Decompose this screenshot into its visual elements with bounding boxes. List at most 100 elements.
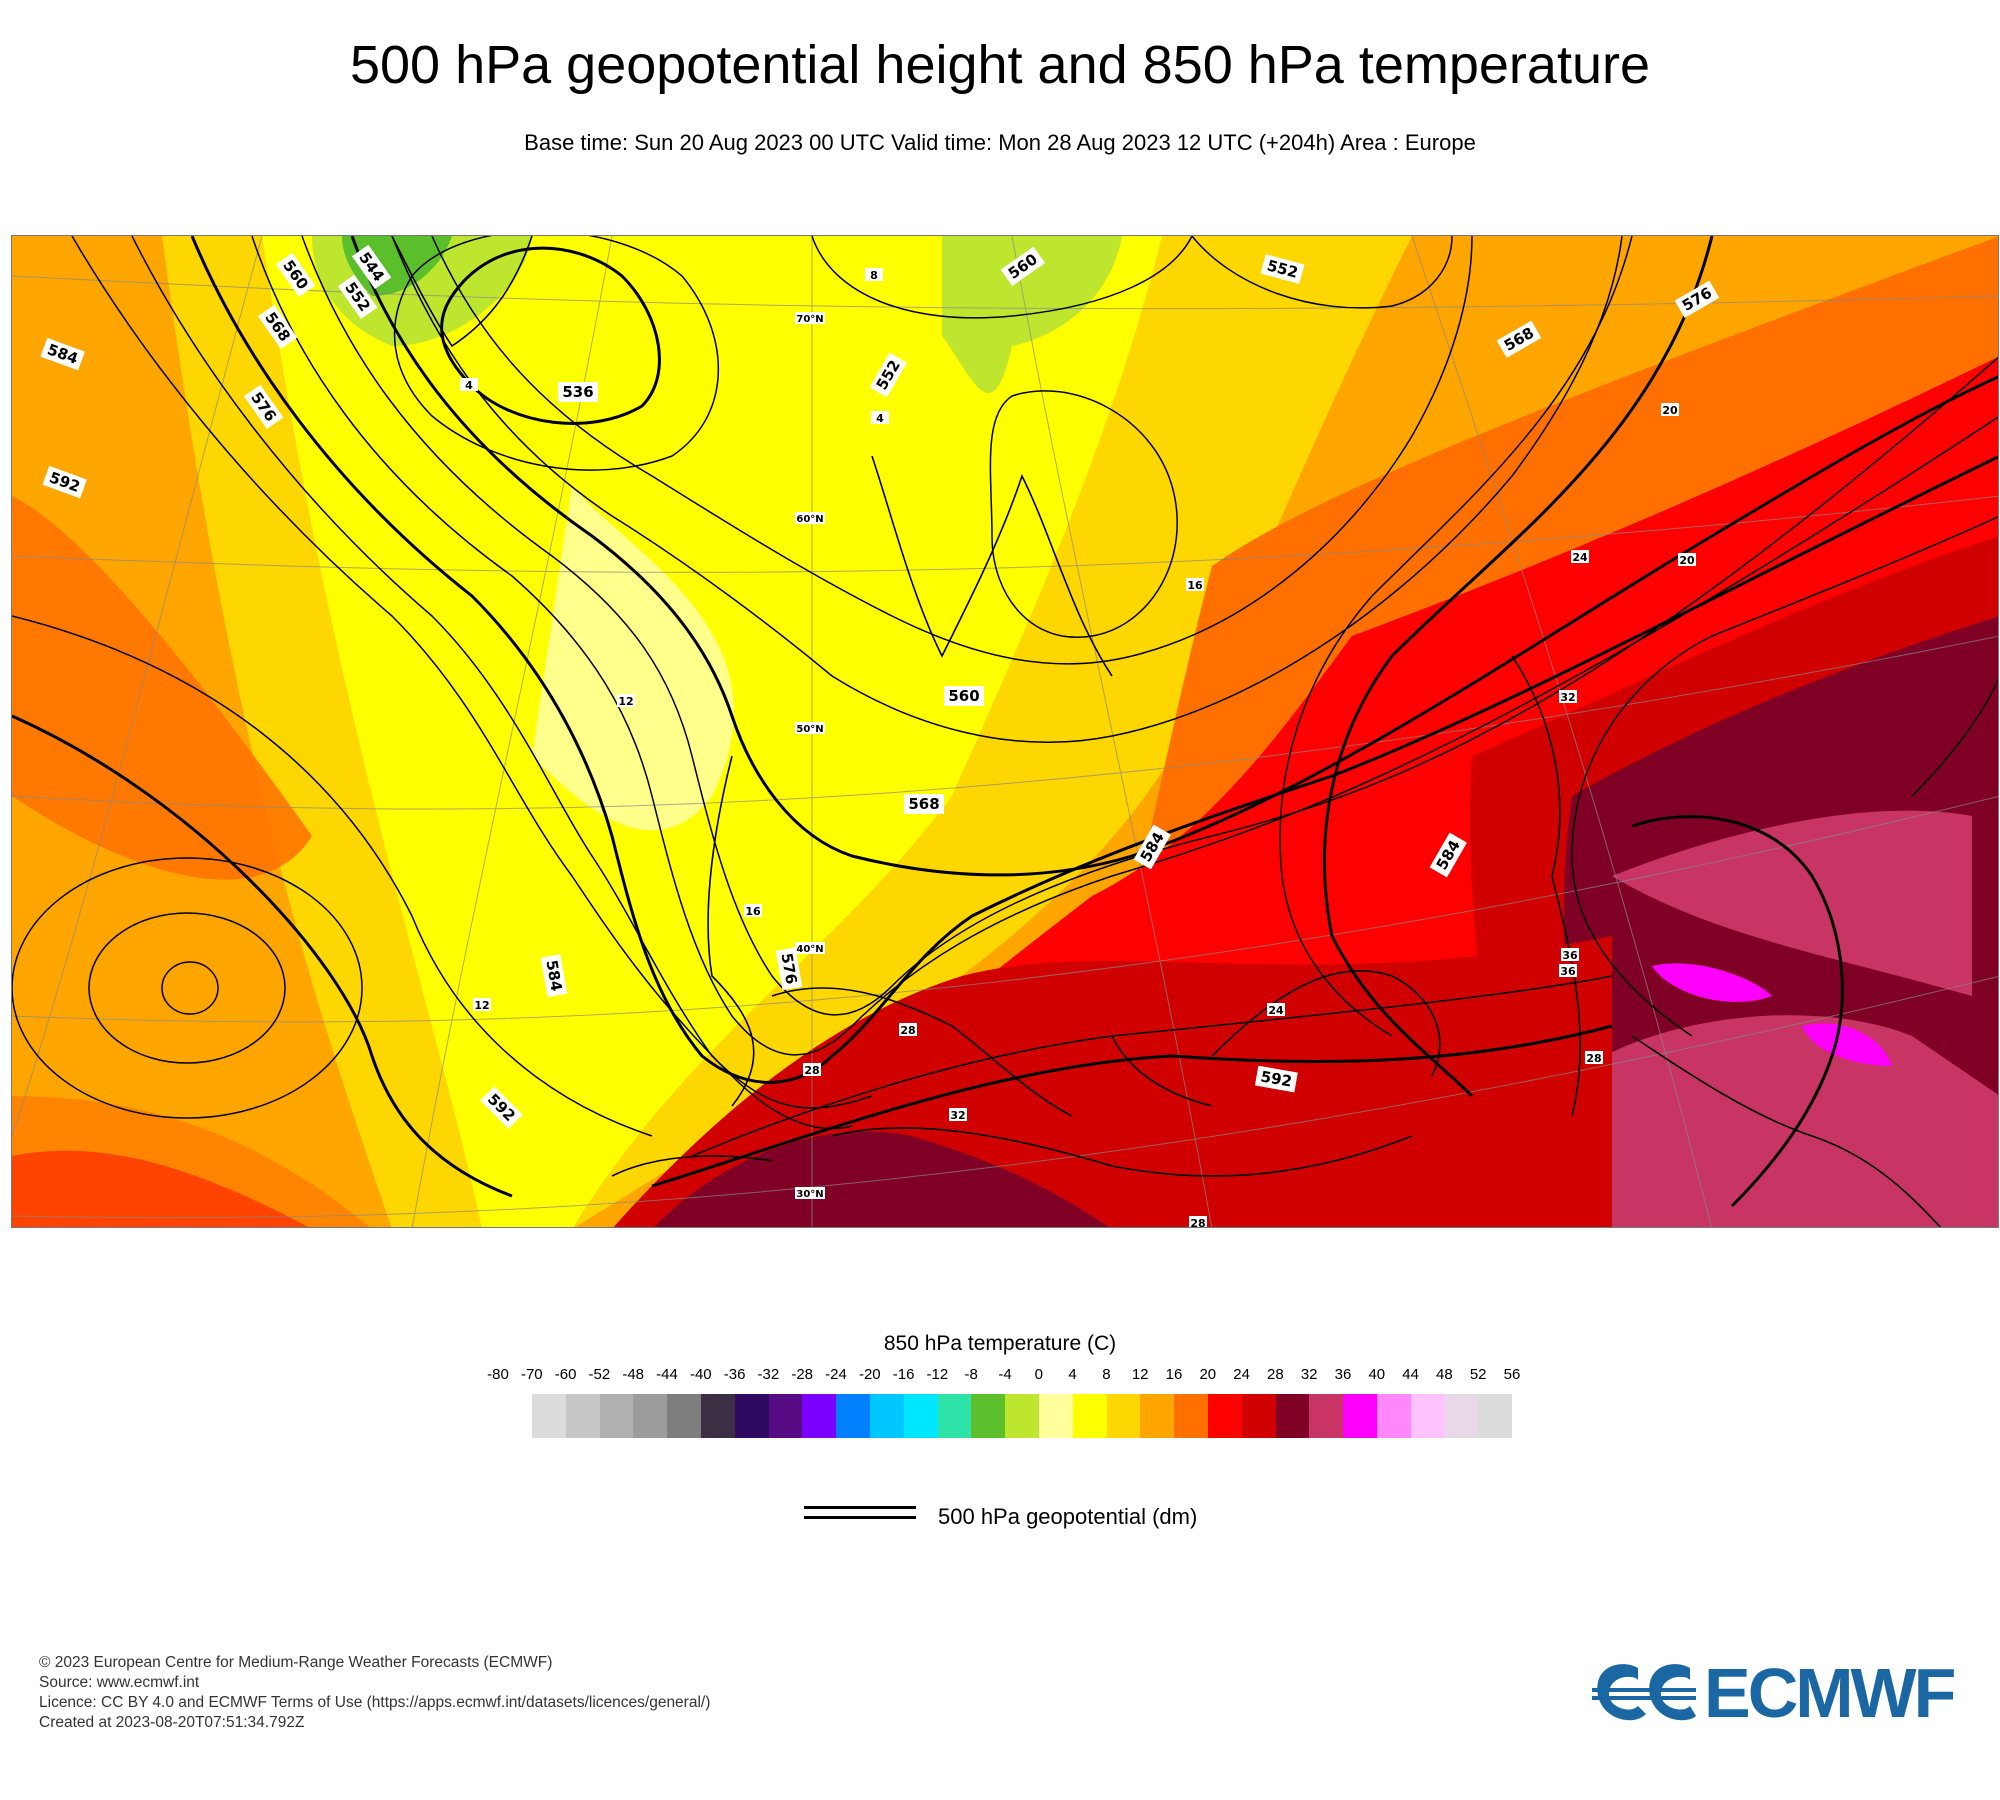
footer-line: Created at 2023-08-20T07:51:34.792Z (39, 1714, 305, 1731)
contour-line (88, 912, 286, 1064)
contour-line (393, 236, 719, 471)
svg-text:20: 20 (1662, 404, 1678, 417)
colorbar-swatch (768, 1394, 803, 1438)
svg-text:36: 36 (1562, 949, 1578, 962)
graticule-line (12, 635, 1998, 810)
colorbar-swatch (971, 1394, 1006, 1438)
ecmwf-logo-text: ECMWF (1704, 1654, 1956, 1732)
svg-text:560: 560 (948, 687, 979, 705)
colorbar-tick-label: -52 (588, 1366, 611, 1383)
colorbar-tick-label: -40 (689, 1366, 712, 1383)
contour-line (301, 236, 1998, 1016)
temp-band-28-32-arabia (1572, 1015, 1998, 1227)
contour-line (989, 390, 1178, 638)
svg-text:28: 28 (804, 1064, 819, 1077)
colorbar-swatch (700, 1394, 735, 1438)
contour-label: 568 (904, 794, 944, 814)
contour-line (811, 236, 1193, 319)
colorbar-tick-labels: -80 -70 -60 -52 -48 -44 -40 -36 -32 -28 -24 -20 -16-… (0, 1365, 2000, 1387)
colorbar-tick-label: 0 (1034, 1366, 1043, 1383)
latitude-label: 50°N (795, 722, 825, 735)
latitude-label: 40°N (795, 942, 825, 955)
coastline (1211, 970, 1441, 1077)
svg-text:60°N: 60°N (796, 514, 823, 525)
coastline (611, 1155, 773, 1177)
contour-line (12, 857, 363, 1119)
temperature-label: 36 (1561, 948, 1579, 962)
coastlines (391, 236, 1942, 1227)
temperature-label: 28 (1585, 1051, 1603, 1065)
colorbar-tick-label: 24 (1233, 1366, 1250, 1383)
footer-line: Licence: CC BY 4.0 and ECMWF Terms of Us… (39, 1694, 711, 1711)
coastline (831, 1127, 1413, 1177)
temperature-label: 24 (1571, 550, 1589, 564)
colorbar-tick-label: 32 (1300, 1366, 1318, 1383)
colorbar-swatch (1275, 1394, 1310, 1438)
temp-band-0-4-scandinavia (942, 236, 1122, 393)
colorbar-tick-label: -16 (892, 1366, 915, 1383)
svg-text:32: 32 (1560, 691, 1575, 704)
svg-text:576: 576 (777, 952, 800, 986)
footer-line: © 2023 European Centre for Medium-Range … (39, 1654, 553, 1671)
footer-credits: © 2023 European Centre for Medium-Range … (39, 1653, 710, 1733)
coastline (1631, 1035, 1942, 1227)
contour-line (350, 236, 1998, 877)
geopotential-legend-line (804, 1506, 916, 1519)
svg-text:20: 20 (1679, 554, 1695, 567)
temp-band-orange-atlantic (12, 496, 312, 880)
colorbar-tick-label: -28 (791, 1366, 814, 1383)
svg-text:12: 12 (474, 999, 489, 1012)
colorbar-tick-label: -12 (926, 1366, 949, 1383)
contour-line (251, 236, 1998, 1056)
svg-text:24: 24 (1572, 551, 1588, 564)
colorbar-swatch (565, 1394, 600, 1438)
colorbar-swatch (869, 1394, 904, 1438)
contour-line (1323, 236, 1714, 1098)
colorbar-tick-label: 28 (1267, 1366, 1284, 1383)
colorbar (532, 1394, 1513, 1438)
colorbar-tick-label: 4 (1068, 1366, 1077, 1383)
svg-text:70°N: 70°N (796, 314, 823, 325)
ecmwf-logo-icon (1592, 1664, 1696, 1721)
colorbar-swatch (937, 1394, 972, 1438)
colorbar-tick-label: 44 (1402, 1366, 1419, 1383)
temperature-label: 28 (803, 1063, 821, 1077)
coastline (1111, 1035, 1213, 1107)
colorbar-tick-label: 12 (1131, 1366, 1149, 1383)
contour-line (12, 714, 513, 1198)
colorbar-tick-label: -32 (757, 1366, 780, 1383)
colorbar-swatch (903, 1394, 938, 1438)
colorbar-swatch (1444, 1394, 1479, 1438)
colorbar-swatch (1376, 1394, 1411, 1438)
colorbar-swatch (1309, 1394, 1344, 1438)
colorbar-tick-label: -20 (858, 1366, 881, 1383)
contour-line (1571, 516, 1998, 1037)
contour-label: 536 (558, 382, 598, 402)
svg-text:592: 592 (1259, 1067, 1293, 1090)
temperature-label: 24 (1267, 1003, 1285, 1017)
colorbar-swatch (1005, 1394, 1039, 1438)
svg-text:4: 4 (465, 379, 473, 392)
colorbar-tick-label: -70 (520, 1366, 543, 1383)
chart-subtitle: Base time: Sun 20 Aug 2023 00 UTC Valid … (524, 130, 1476, 155)
colorbar-swatch (633, 1394, 668, 1438)
contour-label: 576 (775, 947, 803, 991)
contour-line (71, 236, 853, 1130)
colorbar-tick-label: -60 (554, 1366, 577, 1383)
temperature-label: 8 (865, 268, 883, 282)
colorbar-tick-label: 20 (1199, 1366, 1217, 1383)
temp-band-orange-sw (12, 1096, 370, 1227)
svg-text:568: 568 (908, 795, 939, 813)
graticule-line (12, 975, 1998, 1219)
colorbar-swatch (1106, 1394, 1141, 1438)
colorbar-tick-label: -48 (622, 1366, 645, 1383)
coastline (1511, 655, 1582, 1117)
temp-band-36-40-b (1802, 1023, 1892, 1066)
contour-line (440, 246, 661, 425)
colorbar-swatch (667, 1394, 701, 1438)
colorbar-tick-label: 48 (1436, 1366, 1453, 1383)
svg-text:16: 16 (1187, 579, 1203, 592)
svg-text:24: 24 (1268, 1004, 1284, 1017)
colorbar-tick-label: -44 (656, 1366, 678, 1383)
graticule-line (1011, 236, 1213, 1227)
